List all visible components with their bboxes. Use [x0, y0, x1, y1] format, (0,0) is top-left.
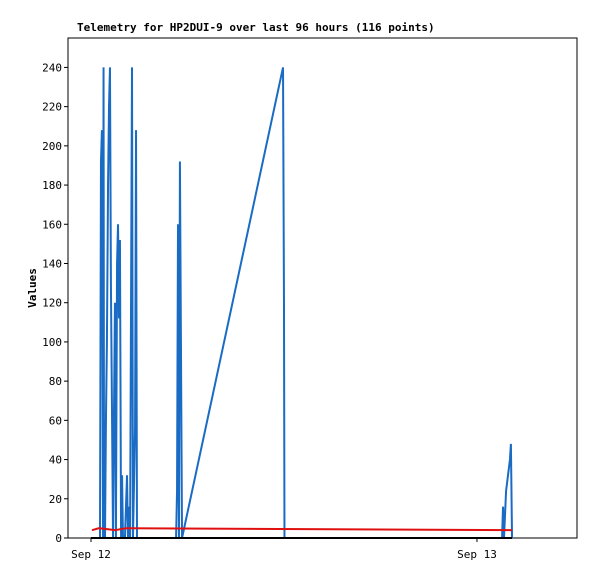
y-tick-label: 120 — [42, 297, 62, 310]
y-tick-label: 60 — [49, 414, 62, 427]
series-line — [99, 67, 514, 539]
y-tick-label: 220 — [42, 101, 62, 114]
plot-frame — [67, 37, 578, 539]
series-line — [91, 527, 513, 532]
chart-title: Telemetry for HP2DUI-9 over last 96 hour… — [77, 21, 435, 34]
x-tick-label: Sep 12 — [71, 548, 111, 561]
y-tick-label: 100 — [42, 336, 62, 349]
y-tick-label: 0 — [55, 532, 62, 545]
y-axis-label: Values — [26, 268, 39, 308]
y-tick-label: 180 — [42, 179, 62, 192]
y-tick-label: 80 — [49, 375, 62, 388]
x-tick-label: Sep 13 — [457, 548, 497, 561]
y-tick-label: 40 — [49, 454, 62, 467]
y-tick-label: 140 — [42, 257, 62, 270]
y-tick-label: 20 — [49, 493, 62, 506]
y-tick-label: 240 — [42, 61, 62, 74]
y-tick-label: 200 — [42, 140, 62, 153]
y-tick-label: 160 — [42, 218, 62, 231]
